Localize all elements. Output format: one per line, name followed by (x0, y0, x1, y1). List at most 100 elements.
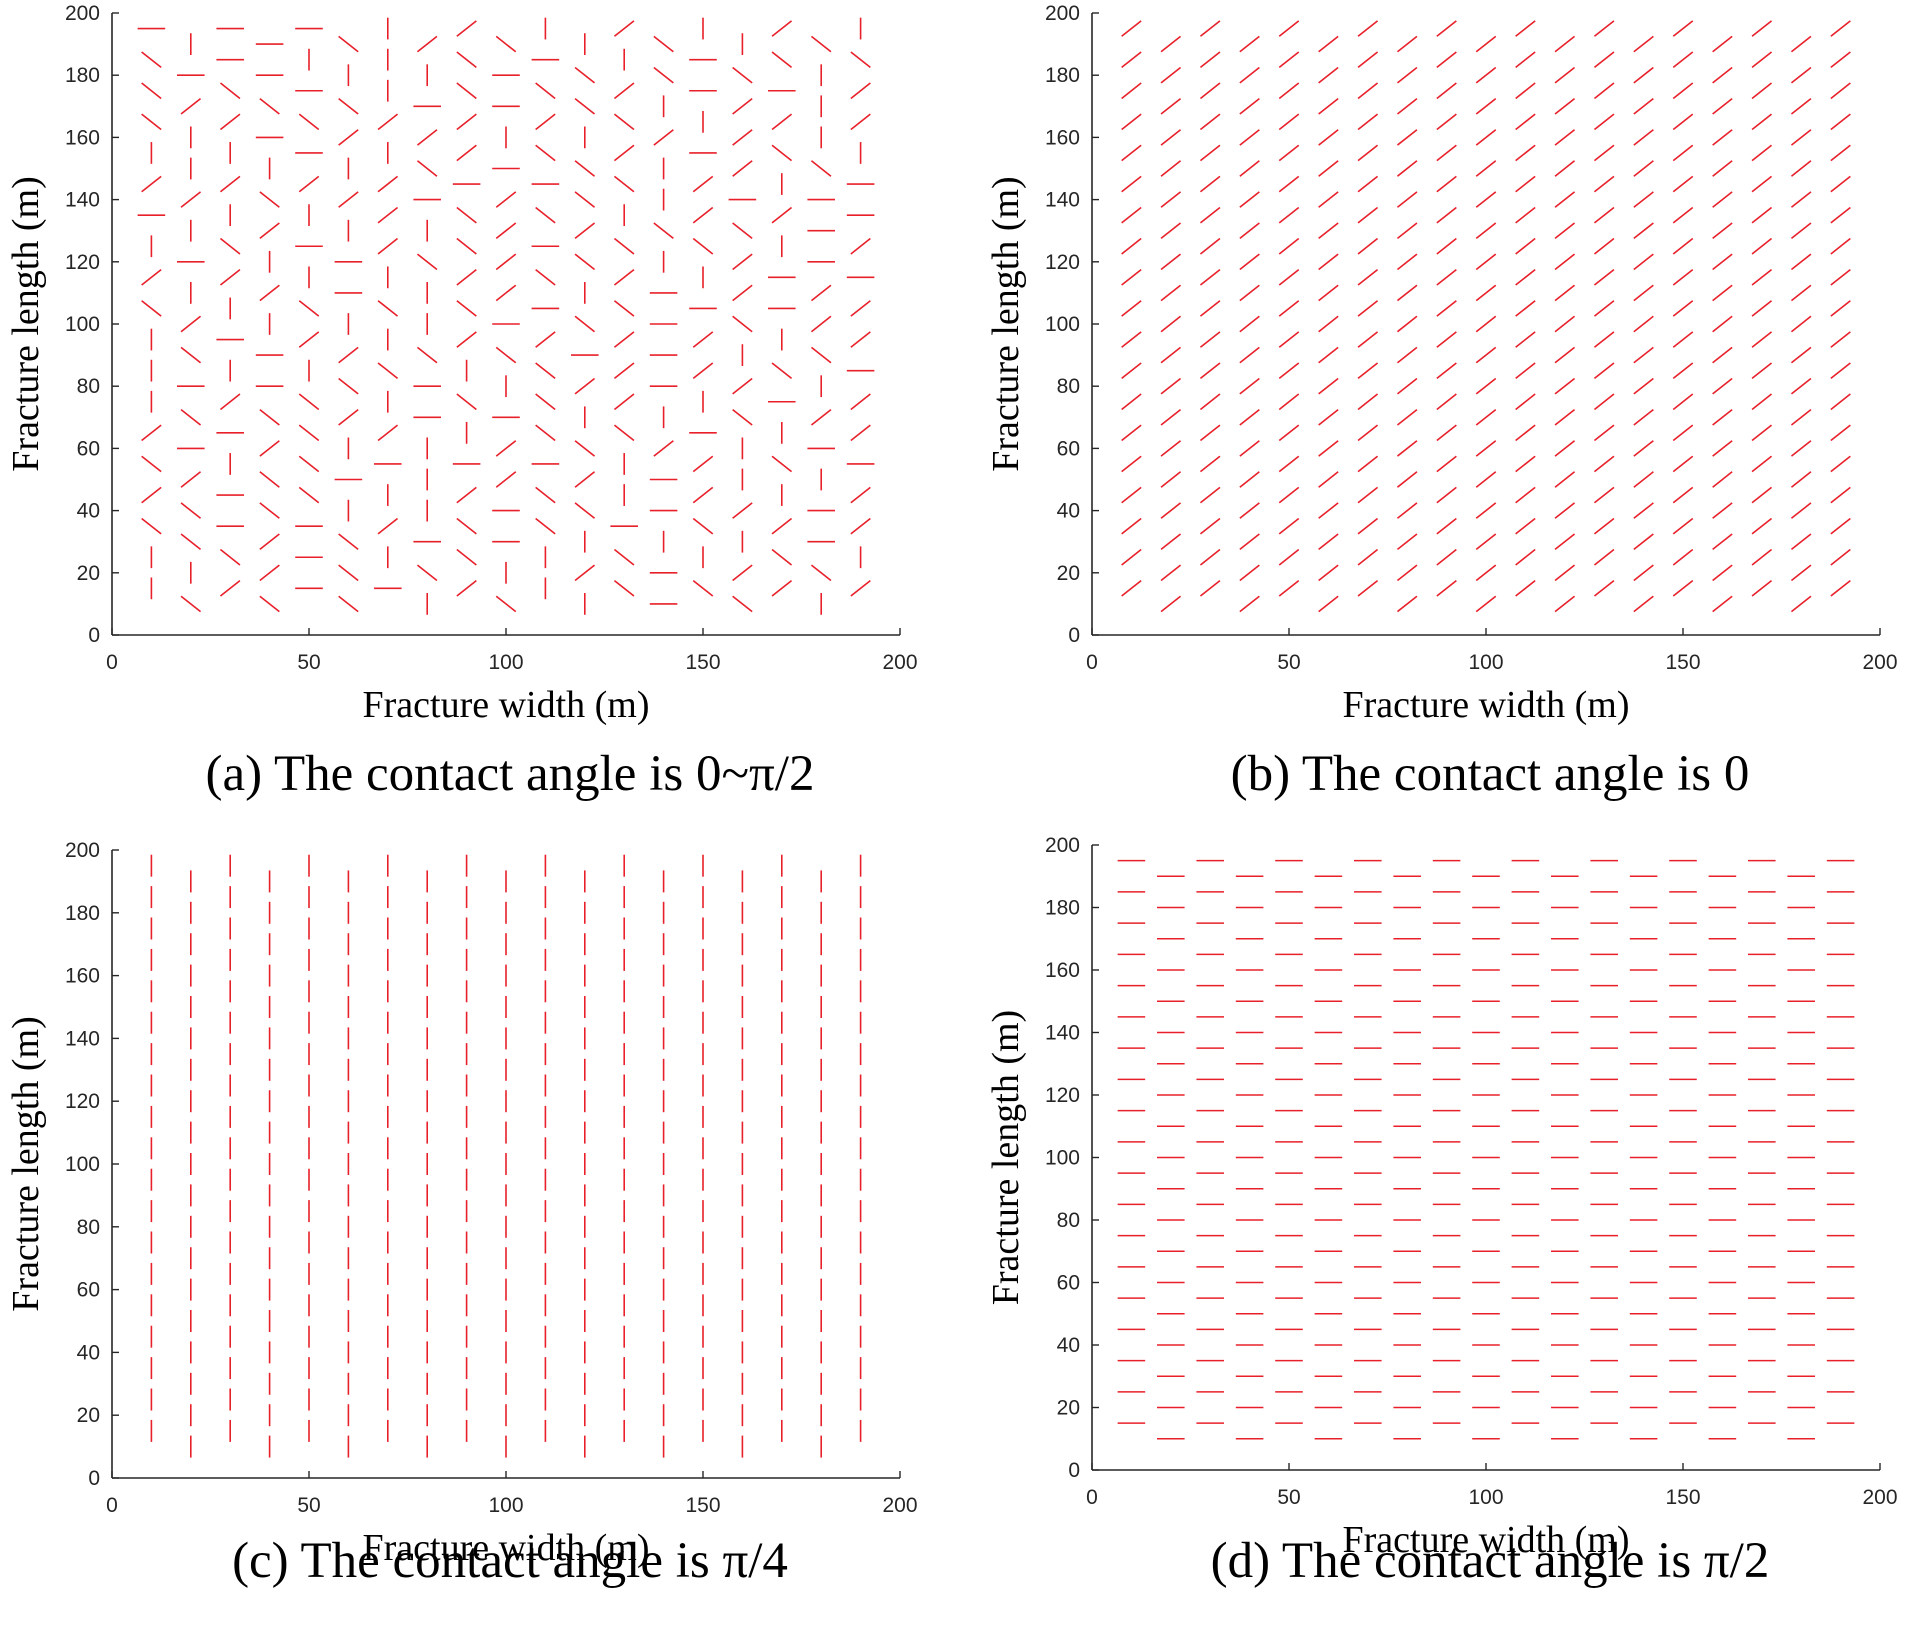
fracture-segment (1160, 97, 1182, 115)
fracture-segment (535, 331, 556, 348)
fracture-segment (574, 191, 596, 208)
fracture-segment (1790, 191, 1812, 208)
y-tick-label: 140 (1045, 1022, 1080, 1045)
fracture-segment (1830, 175, 1851, 193)
fracture-segment (1554, 284, 1576, 302)
fracture-segment (1515, 424, 1536, 442)
fracture-segment (810, 564, 832, 582)
fracture-segment (1436, 175, 1457, 193)
fracture-segment (1318, 471, 1339, 488)
fracture-segment (1751, 362, 1773, 379)
fracture-segment (1436, 455, 1457, 473)
fracture-segment (1712, 533, 1733, 551)
fracture-segment (850, 424, 871, 442)
fracture-segment (1475, 253, 1497, 271)
fracture-segment (1593, 51, 1615, 68)
y-tick-label: 160 (65, 126, 100, 149)
fracture-segment (1790, 315, 1812, 333)
fracture-segment (1633, 502, 1654, 519)
fracture-segment (1790, 35, 1812, 53)
fracture-segment (219, 175, 241, 193)
fracture-segment (456, 580, 477, 597)
fracture-segment (1475, 440, 1497, 457)
fracture-segment (1396, 284, 1418, 302)
fracture-segment (1436, 580, 1457, 597)
y-tick-label: 20 (1057, 1397, 1080, 1420)
fracture-segment (1396, 346, 1418, 364)
x-tick-label: 50 (297, 651, 320, 674)
fracture-segment (1633, 315, 1654, 333)
fracture-segment (1357, 51, 1379, 68)
fracture-segment (613, 175, 635, 193)
x-tick-label: 150 (685, 651, 720, 674)
fracture-segment (338, 97, 359, 115)
fracture-segment (850, 237, 871, 255)
fracture-segment (1515, 362, 1536, 379)
fracture-segment (1830, 362, 1851, 379)
fracture-segment (456, 393, 477, 411)
fracture-segment (180, 471, 202, 488)
fracture-segment (1318, 284, 1339, 302)
fracture-segment (1357, 175, 1379, 193)
fracture-segment (1160, 66, 1182, 84)
fracture-segment (535, 113, 556, 131)
fracture-segment (1436, 486, 1457, 504)
fracture-segment (1475, 502, 1497, 519)
x-tick-label: 100 (488, 1494, 523, 1517)
fracture-segment (1278, 331, 1300, 348)
fracture-segment (1436, 362, 1457, 379)
x-tick-label: 200 (1862, 1486, 1897, 1509)
chart-panel-b: 0 50 100 150 200 0 20 40 60 80 100 120 140 160 180 200 F… (985, 2, 1898, 802)
fracture-segment (377, 175, 399, 193)
y-tick-label: 160 (1045, 126, 1080, 149)
y-tick-label: 180 (1045, 64, 1080, 87)
fracture-segment (1830, 237, 1851, 255)
fracture-segment (1396, 533, 1418, 551)
x-axis-label: Fracture width (m) (362, 684, 649, 726)
fracture-segment (1475, 377, 1497, 395)
fracture-segment (1751, 51, 1773, 68)
fracture-segment (298, 486, 320, 504)
fracture-segment (1751, 113, 1773, 131)
fracture-segment (613, 362, 635, 379)
fracture-segment (495, 191, 517, 208)
y-tick-label: 0 (1068, 624, 1080, 647)
fracture-segment (456, 269, 477, 286)
fracture-segment (850, 113, 871, 131)
fracture-segment (1121, 175, 1142, 193)
panel-caption: (a) The contact angle is 0~π/2 (206, 746, 815, 802)
fracture-segment (1593, 175, 1615, 193)
fracture-segment (1830, 517, 1851, 535)
fracture-segment (1239, 35, 1260, 53)
fracture-segment (1396, 377, 1418, 395)
fracture-segment (298, 455, 320, 473)
fracture-segment (1396, 222, 1418, 240)
y-tick-label: 40 (77, 500, 100, 523)
fracture-segment (1160, 377, 1182, 395)
fracture-segment (1633, 191, 1654, 208)
fracture-segment (1318, 346, 1339, 364)
fracture-segment (1160, 160, 1182, 177)
fracture-segment (1593, 113, 1615, 131)
fracture-segment (1712, 377, 1733, 395)
fracture-segment (495, 471, 517, 488)
fracture-segment (1593, 144, 1615, 162)
fracture-segment (1515, 175, 1536, 193)
fracture-segment (1593, 424, 1615, 442)
fracture-segments (150, 854, 862, 1458)
fracture-segment (1515, 455, 1536, 473)
fracture-segment (1712, 129, 1733, 146)
fracture-segment (1436, 300, 1457, 317)
fracture-segment (1830, 82, 1851, 100)
fracture-segment (692, 486, 714, 504)
fracture-segment (1515, 300, 1536, 317)
y-tick-label: 40 (1057, 1334, 1080, 1357)
fracture-segment (1436, 20, 1457, 37)
fracture-segment (456, 20, 477, 37)
fracture-segment (732, 502, 753, 519)
fracture-segment (1239, 377, 1260, 395)
fracture-segment (1593, 206, 1615, 224)
chart-panel-d: 0 50 100 150 200 0 20 40 60 80 100 120 140 160 180 200 F… (985, 834, 1898, 1589)
fracture-segment (1554, 253, 1576, 271)
fracture-segment (456, 237, 477, 255)
